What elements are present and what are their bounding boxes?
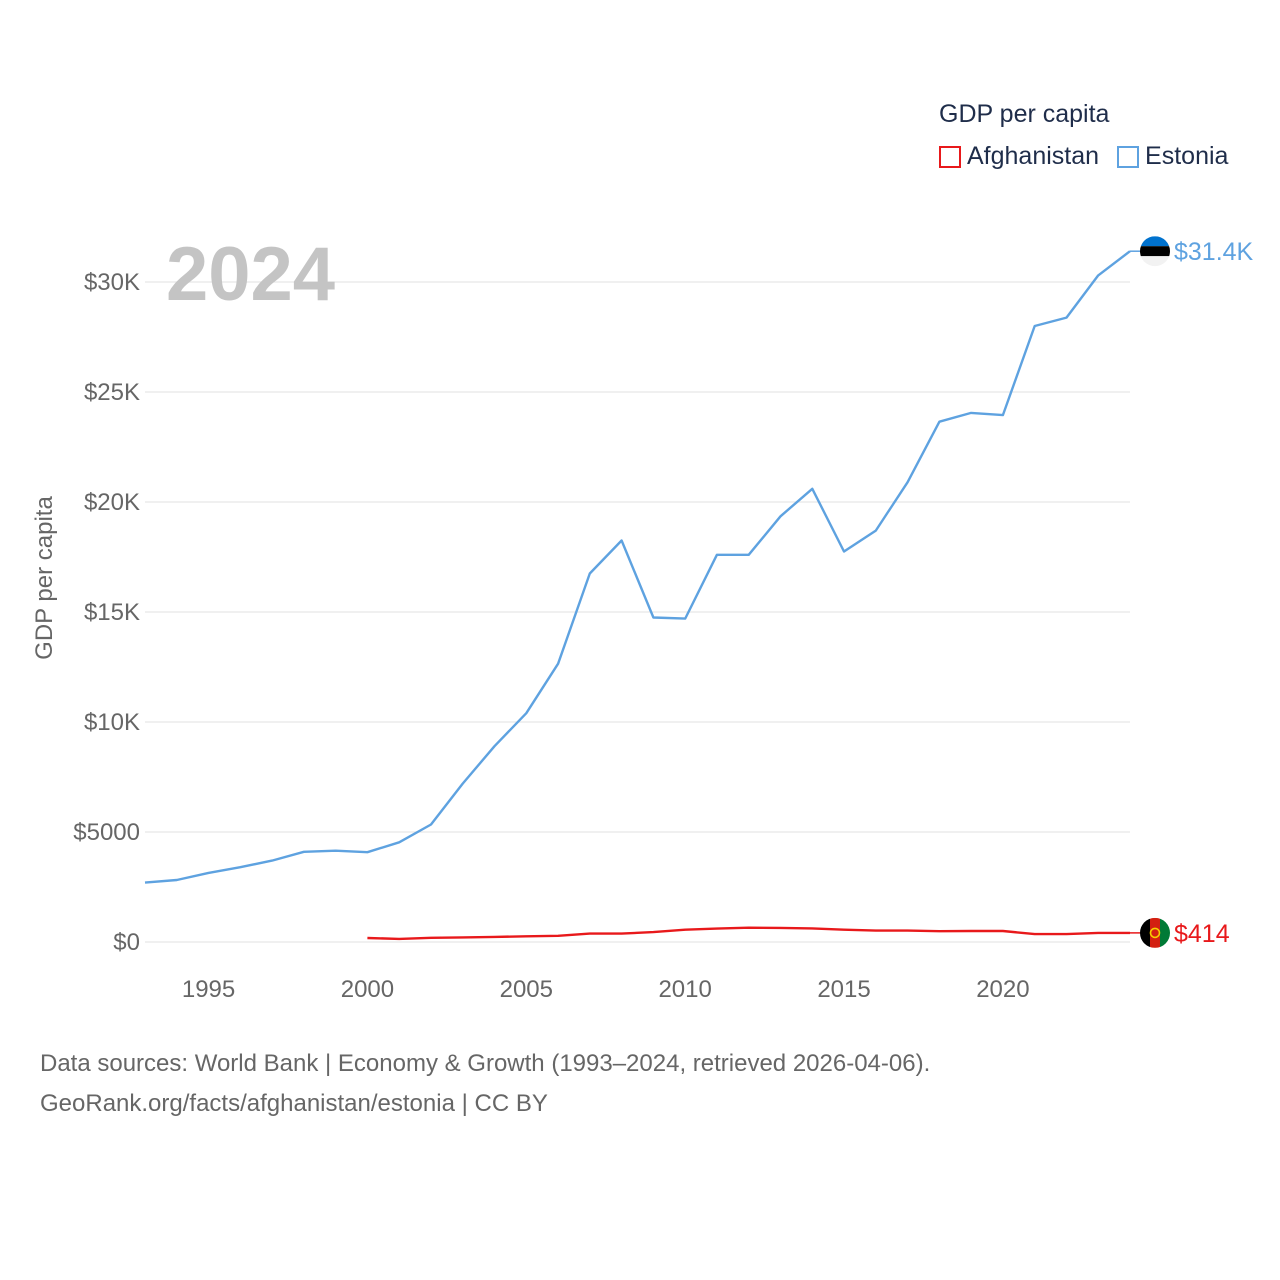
y-tick-label: $10K [84, 709, 140, 736]
legend-swatch-afghanistan [939, 145, 961, 168]
y-tick-label: $5000 [73, 819, 140, 846]
x-tick-label: 2005 [500, 976, 553, 1003]
y-tick-label: $20K [84, 489, 140, 516]
y-tick-label: $15K [84, 599, 140, 626]
y-tick-label: $0 [113, 929, 140, 956]
legend-title: GDP per capita [939, 100, 1110, 128]
legend-item-afghanistan[interactable]: Afghanistan [939, 142, 1099, 171]
y-tick-label: $30K [84, 269, 140, 296]
x-tick-label: 2000 [341, 976, 394, 1003]
source-note: Data sources: World Bank | Economy & Gro… [40, 1044, 930, 1124]
y-axis-ticks: $0 $5000 $10K $15K $20K $25K $30K [73, 269, 140, 956]
x-tick-label: 2015 [817, 976, 870, 1003]
y-tick-label: $25K [84, 379, 140, 406]
series-line-estonia[interactable] [144, 250, 1131, 884]
source-line-1: Data sources: World Bank | Economy & Gro… [40, 1050, 931, 1077]
end-value-label-estonia: $31.4K [1174, 238, 1254, 266]
legend-label-afghanistan: Afghanistan [967, 142, 1100, 170]
estonia-flag-icon [1140, 236, 1170, 267]
x-axis-ticks: 1995 2000 2005 2010 2015 2020 [182, 976, 1030, 1003]
legend-swatch-estonia [1117, 145, 1140, 168]
afghanistan-flag-icon [1140, 917, 1170, 948]
series-lines [144, 250, 1131, 941]
x-tick-label: 2020 [976, 976, 1029, 1003]
legend: Afghanistan Estonia [939, 142, 1246, 171]
end-value-label-afghanistan: $414 [1174, 920, 1230, 948]
x-tick-label: 1995 [182, 976, 235, 1003]
legend-item-estonia[interactable]: Estonia [1117, 142, 1228, 171]
series-line-afghanistan[interactable] [367, 926, 1130, 941]
x-tick-label: 2010 [658, 976, 711, 1003]
end-markers: $31.4K $414 [1130, 236, 1254, 948]
source-line-2[interactable]: GeoRank.org/facts/afghanistan/estonia | … [40, 1090, 548, 1117]
y-axis-label: GDP per capita [31, 496, 58, 660]
year-watermark: 2024 [166, 232, 335, 317]
legend-label-estonia: Estonia [1145, 142, 1229, 170]
gridlines [145, 281, 1130, 943]
